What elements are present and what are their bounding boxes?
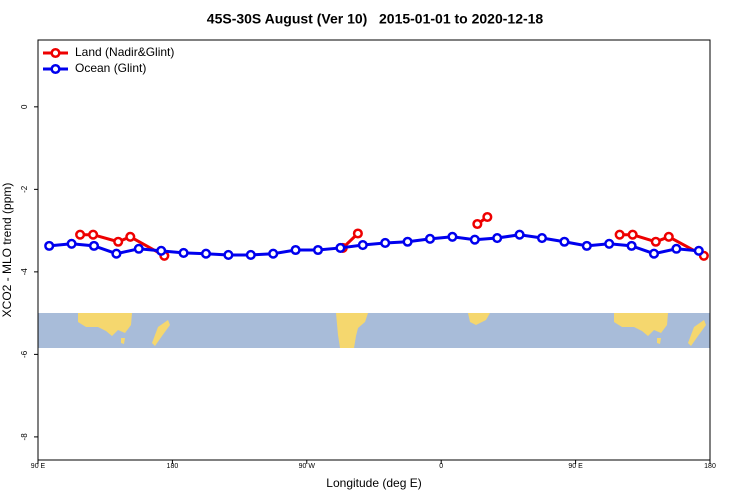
point — [559, 236, 570, 247]
point — [200, 248, 212, 259]
x-tick-label: 180 — [167, 463, 179, 470]
point — [482, 211, 493, 223]
point — [663, 231, 674, 242]
point — [472, 218, 483, 230]
point — [352, 228, 363, 239]
y-tick-label: -2 — [20, 185, 29, 193]
point — [88, 229, 99, 240]
point — [133, 243, 144, 254]
land-shape — [78, 313, 132, 336]
point — [650, 236, 661, 247]
point — [469, 234, 480, 245]
point — [424, 233, 436, 244]
legend-label: Ocean (Glint) — [75, 61, 146, 75]
land-shape — [468, 313, 490, 325]
land-shape — [614, 313, 668, 336]
point — [626, 240, 637, 251]
point — [380, 237, 391, 249]
x-tick-label: 90 W — [299, 463, 316, 470]
point — [447, 231, 458, 242]
point — [357, 239, 368, 251]
land-shape — [688, 320, 706, 346]
point — [75, 229, 86, 240]
point — [614, 229, 625, 240]
point — [66, 238, 77, 249]
point — [178, 247, 189, 258]
point — [693, 245, 704, 256]
point — [514, 229, 525, 240]
x-tick-label: 90 E — [31, 463, 46, 470]
point — [335, 242, 346, 253]
x-axis-label: Longitude (deg E) — [326, 476, 421, 490]
map-band — [38, 313, 710, 348]
point — [245, 249, 256, 261]
y-tick-label: -8 — [20, 433, 29, 441]
legend-label: Land (Nadir&Glint) — [75, 45, 174, 59]
point — [268, 248, 279, 259]
land-shape — [121, 338, 125, 344]
point — [604, 238, 615, 249]
land-shape — [336, 313, 368, 348]
point — [44, 240, 55, 251]
y-tick-label: -6 — [20, 350, 29, 358]
x-tick-label: 90 E — [568, 463, 583, 470]
point — [492, 232, 503, 244]
point — [581, 240, 592, 251]
x-tick-label: 180 — [704, 463, 716, 470]
point — [312, 244, 324, 256]
land-shape — [152, 320, 170, 346]
plot-frame — [37, 39, 711, 461]
y-tick-label: 0 — [20, 104, 29, 109]
point — [223, 249, 234, 261]
legend-marker — [50, 63, 61, 75]
chart-title: 45S-30S August (Ver 10) 2015-01-01 to 20… — [207, 11, 544, 27]
legend-marker — [50, 47, 61, 59]
land-shape — [657, 338, 661, 344]
point — [671, 243, 682, 254]
y-tick-label: -4 — [20, 268, 29, 276]
point — [536, 232, 548, 244]
point — [88, 240, 100, 251]
point — [111, 248, 122, 259]
point — [402, 236, 413, 247]
point — [627, 229, 638, 240]
point — [648, 248, 660, 259]
y-axis-label: XCO2 - MLO trend (ppm) — [0, 183, 14, 318]
series-line — [80, 215, 705, 258]
point — [113, 236, 124, 247]
point — [290, 244, 301, 256]
point — [156, 245, 167, 256]
ocean-band — [38, 313, 710, 348]
x-tick-label: 0 — [439, 463, 443, 470]
point — [125, 231, 136, 242]
